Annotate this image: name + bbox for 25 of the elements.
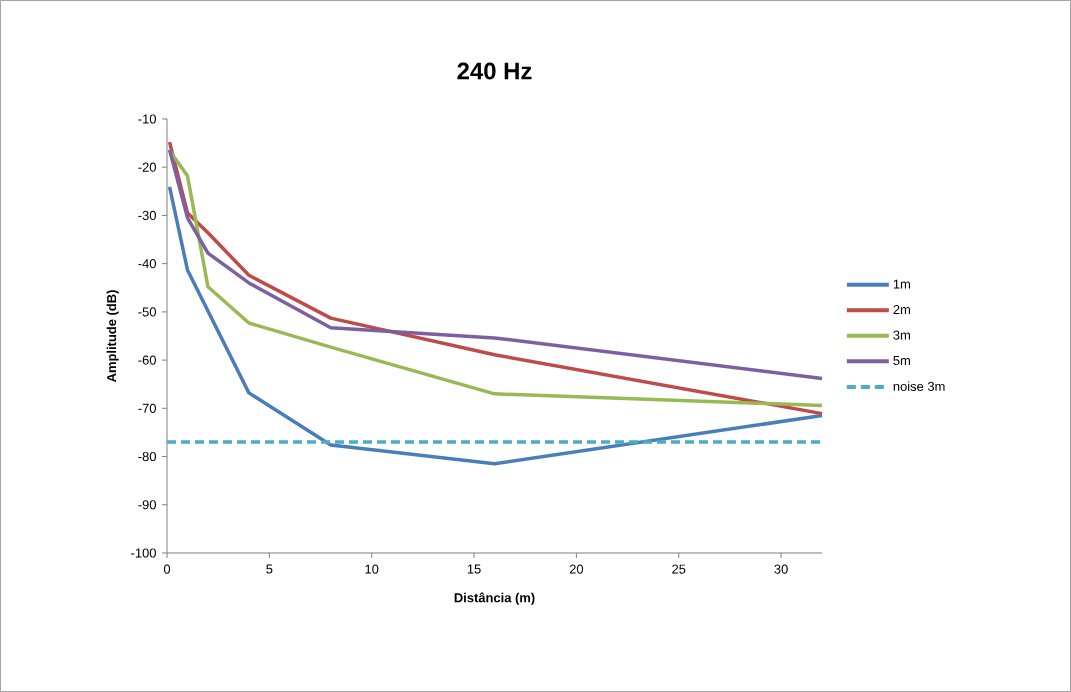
x-tick-label: 5: [266, 564, 273, 574]
y-tick-label: -80: [138, 451, 156, 462]
y-tick-label: -100: [131, 548, 156, 558]
x-tick-label: 15: [467, 564, 481, 574]
y-axis-title: Amplitude (dB): [106, 290, 119, 383]
y-tick-label: -60: [138, 355, 156, 365]
x-tick-label: 0: [163, 564, 171, 574]
y-tick-label: -40: [138, 259, 156, 269]
legend-label: noise 3m: [893, 381, 945, 391]
y-tick-label: -20: [138, 162, 156, 172]
y-tick-label: -70: [138, 403, 156, 413]
y-tick-label: -90: [138, 500, 156, 510]
x-tick-label: 20: [569, 564, 584, 574]
y-tick-label: -10: [138, 114, 156, 124]
legend-label: 2m: [893, 305, 910, 315]
x-tick-label: 25: [672, 564, 686, 574]
x-axis-title: Distância (m): [454, 592, 535, 605]
legend-label: 3m: [893, 330, 910, 340]
legend-label: 5m: [893, 356, 910, 366]
y-tick-label: -50: [138, 307, 156, 317]
y-tick-label: -30: [138, 210, 156, 221]
x-tick-label: 10: [365, 564, 379, 574]
chart-title: 240 Hz: [457, 62, 532, 80]
x-tick-label: 30: [774, 564, 788, 574]
legend-label: 1m: [893, 279, 910, 289]
